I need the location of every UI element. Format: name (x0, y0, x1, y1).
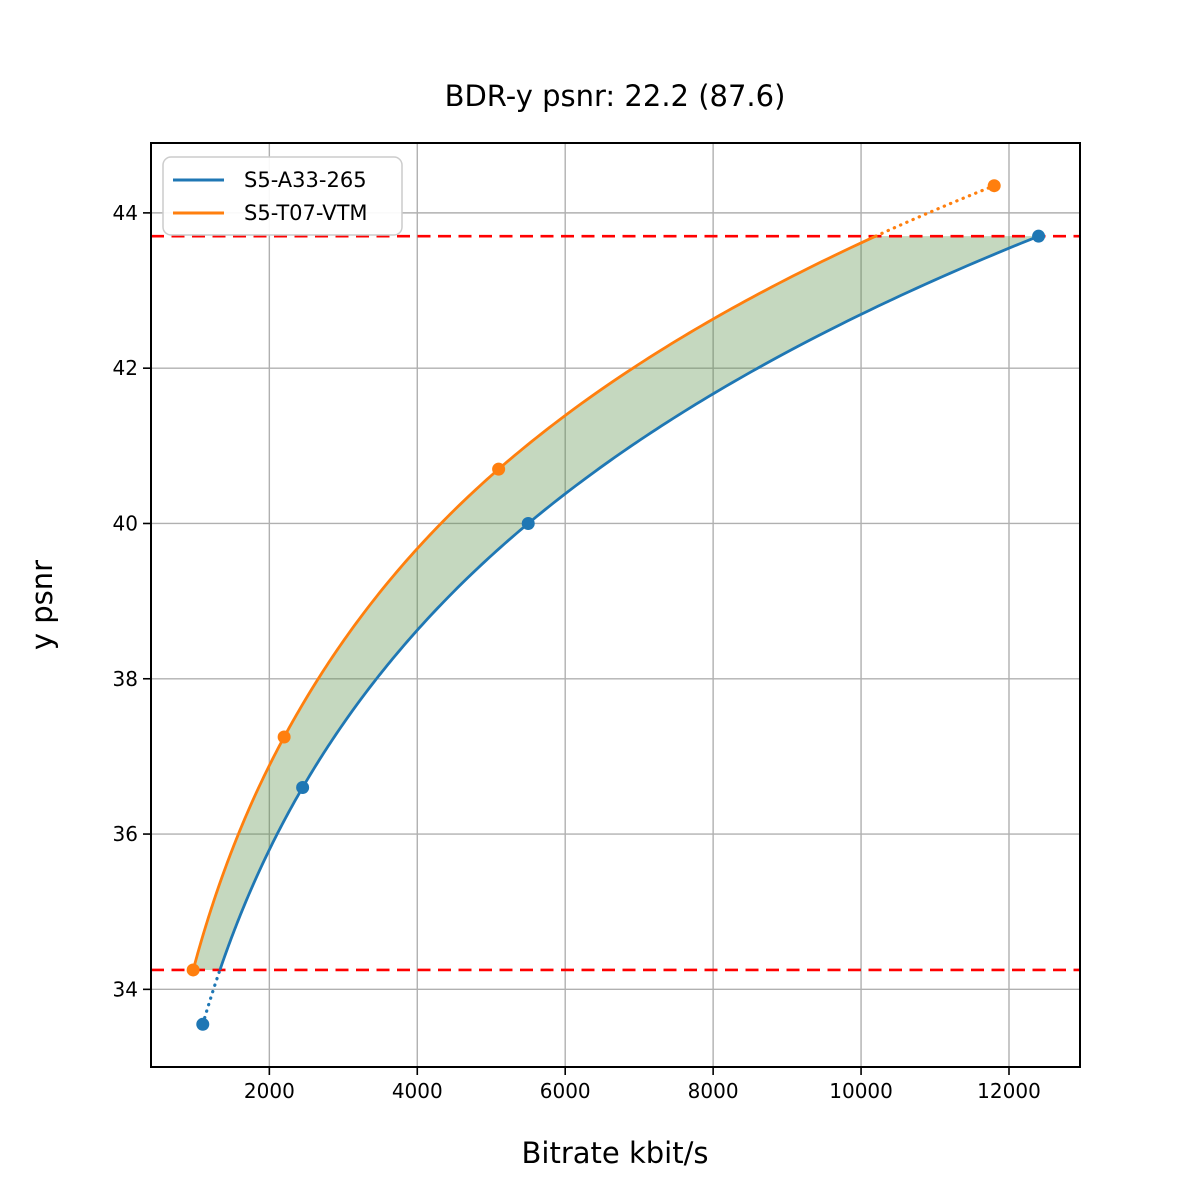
x-tick-label: 8000 (688, 1079, 739, 1103)
y-axis-label: y psnr (25, 560, 59, 650)
data-point-markers (186, 179, 1046, 1031)
marker-S5-A33-265 (1032, 229, 1046, 243)
legend-label-series-1: S5-T07-VTM (244, 201, 368, 225)
x-tick-label: 12000 (977, 1079, 1041, 1103)
legend: S5-A33-265 S5-T07-VTM (162, 156, 403, 236)
legend-label-series-0: S5-A33-265 (244, 168, 367, 192)
marker-S5-T07-VTM (492, 462, 506, 476)
y-tick-label: 34 (113, 977, 138, 1001)
series-curves (191, 184, 1040, 1026)
bd-gap-shaded-region (193, 236, 1039, 970)
gridlines (151, 143, 1080, 1067)
marker-S5-T07-VTM (987, 179, 1001, 193)
marker-S5-A33-265 (521, 516, 535, 530)
x-axis-label: Bitrate kbit/s (522, 1136, 709, 1170)
curve-dotted-S5-T07-VTM (874, 184, 996, 238)
marker-S5-T07-VTM (186, 963, 200, 977)
plot-frame (150, 142, 1081, 1068)
y-tick-label: 36 (113, 822, 138, 846)
x-tick-label: 2000 (244, 1079, 295, 1103)
x-tick-label: 10000 (829, 1079, 893, 1103)
x-tick-label: 4000 (392, 1079, 443, 1103)
integration-bound-lines (151, 234, 1080, 972)
marker-S5-T07-VTM (277, 730, 291, 744)
y-tick-label: 40 (113, 511, 138, 535)
curve-solid-S5-A33-265 (218, 234, 1040, 971)
axis-tick-labels: 2000 4000 6000 8000 10000 12000 34 36 38 40 42 44 (113, 201, 1041, 1103)
marker-S5-A33-265 (196, 1017, 210, 1031)
axis-tick-marks (143, 212, 1010, 1075)
chart-title: BDR-y psnr: 22.2 (87.6) (445, 79, 786, 113)
curve-solid-S5-T07-VTM (191, 234, 877, 971)
curve-dotted-S5-A33-265 (201, 968, 222, 1026)
y-tick-label: 44 (113, 201, 138, 225)
x-tick-label: 6000 (540, 1079, 591, 1103)
y-tick-label: 38 (113, 667, 138, 691)
legend-box (162, 156, 403, 236)
shaded-area (193, 236, 1039, 970)
marker-S5-A33-265 (296, 780, 310, 794)
y-tick-label: 42 (113, 356, 138, 380)
